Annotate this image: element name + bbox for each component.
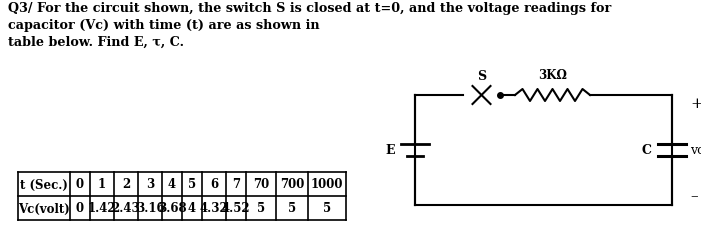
Text: 1.42: 1.42 <box>88 202 116 215</box>
Text: 5: 5 <box>288 202 296 215</box>
Text: Vc(volt): Vc(volt) <box>18 202 70 215</box>
Text: E: E <box>386 144 395 157</box>
Text: capacitor (Vc) with time (t) are as shown in: capacitor (Vc) with time (t) are as show… <box>8 19 320 32</box>
Text: S: S <box>477 70 486 83</box>
Text: table below. Find E, τ, C.: table below. Find E, τ, C. <box>8 36 184 49</box>
Text: 0: 0 <box>76 202 84 215</box>
Text: 1000: 1000 <box>311 178 343 191</box>
Text: 5: 5 <box>257 202 265 215</box>
Text: vc: vc <box>690 144 701 157</box>
Text: 3KΩ: 3KΩ <box>538 69 567 82</box>
Text: +: + <box>690 97 701 110</box>
Text: 4.52: 4.52 <box>222 202 250 215</box>
Text: 5: 5 <box>188 178 196 191</box>
Text: 0: 0 <box>76 178 84 191</box>
Text: 70: 70 <box>253 178 269 191</box>
Text: C: C <box>642 144 652 157</box>
Text: 5: 5 <box>323 202 331 215</box>
Text: 2.43: 2.43 <box>111 202 140 215</box>
Text: 3: 3 <box>146 178 154 191</box>
Text: Q3/ For the circuit shown, the switch S is closed at t=0, and the voltage readin: Q3/ For the circuit shown, the switch S … <box>8 2 611 15</box>
Text: 3.68: 3.68 <box>158 202 186 215</box>
Text: 1: 1 <box>98 178 106 191</box>
Text: 6: 6 <box>210 178 218 191</box>
Text: 7: 7 <box>232 178 240 191</box>
Text: 4: 4 <box>168 178 176 191</box>
Text: 3.16: 3.16 <box>136 202 164 215</box>
Text: 2: 2 <box>122 178 130 191</box>
Text: 700: 700 <box>280 178 304 191</box>
Text: 4: 4 <box>188 202 196 215</box>
Text: t (Sec.): t (Sec.) <box>20 178 68 191</box>
Text: –: – <box>690 188 697 202</box>
Text: 4.32: 4.32 <box>200 202 229 215</box>
